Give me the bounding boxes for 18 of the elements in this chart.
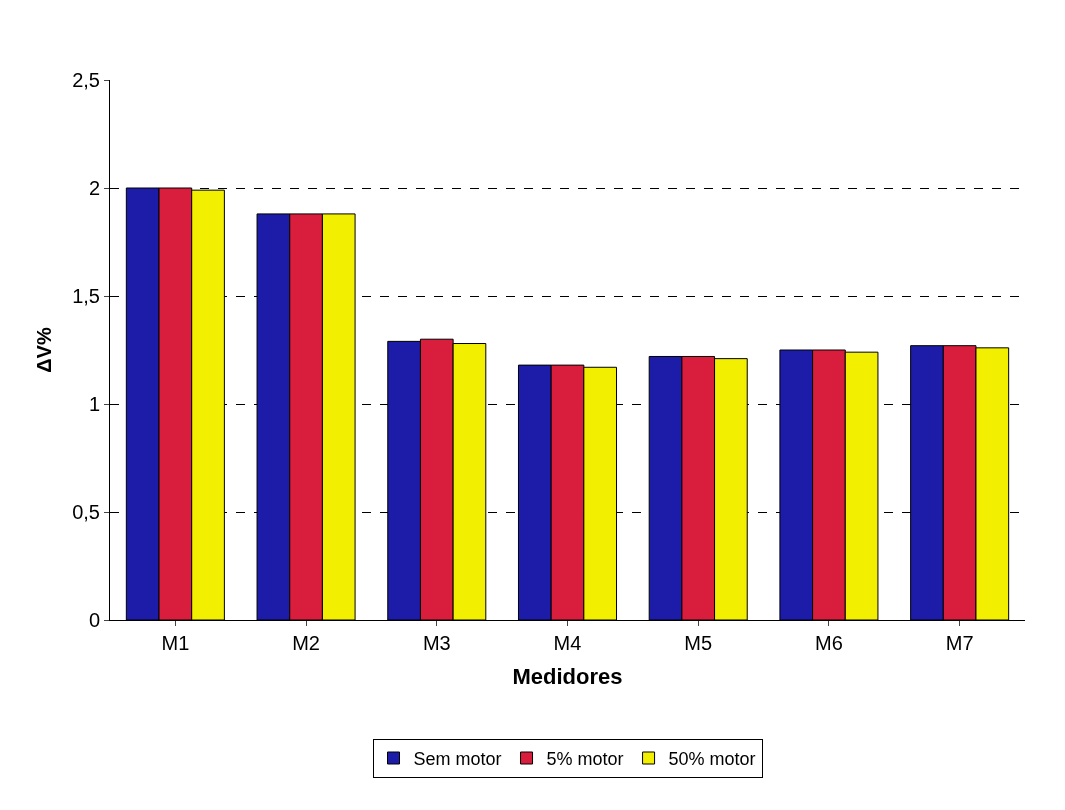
y-tick-label: 0 [88, 609, 100, 631]
y-tick-label: 0,5 [72, 501, 100, 523]
legend-label: 50% motor [668, 749, 756, 770]
y-tick-label: 2 [88, 177, 100, 199]
x-tick-label: M5 [684, 632, 713, 654]
x-tick-label: M4 [553, 632, 582, 654]
x-tick-label: M7 [945, 632, 974, 654]
y-tick-label: 1 [88, 393, 100, 415]
legend-label: Sem motor [413, 749, 502, 770]
x-tick-label: M1 [161, 632, 190, 654]
x-axis-title: Medidores [512, 663, 623, 689]
x-tick-label: M6 [815, 632, 843, 654]
x-tick-label: M2 [292, 632, 320, 654]
y-tick-label: 1,5 [72, 285, 100, 307]
legend-label: 5% motor [546, 749, 624, 770]
y-axis-title: ΔV% [32, 327, 55, 373]
x-tick-label: M3 [422, 632, 451, 654]
y-tick-label: 2,5 [72, 69, 100, 91]
